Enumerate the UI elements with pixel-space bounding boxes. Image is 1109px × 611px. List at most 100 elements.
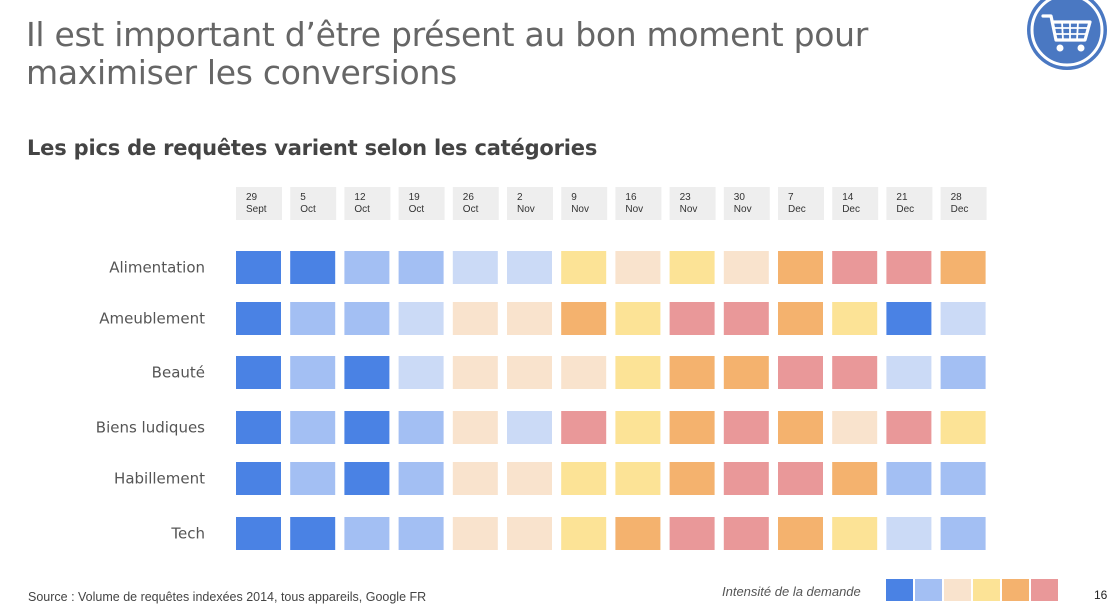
heatmap-cell xyxy=(940,411,986,444)
row-label: Beauté xyxy=(152,364,205,382)
heatmap-cell xyxy=(452,302,498,335)
row-label: Habillement xyxy=(114,470,205,488)
column-header-label: 26 xyxy=(463,192,475,203)
heatmap-cell xyxy=(290,356,336,389)
chart-title: Les pics de requêtes varient selon les c… xyxy=(27,136,598,160)
heatmap-cell xyxy=(832,302,878,335)
heatmap-cell xyxy=(832,411,878,444)
column-header-label: Oct xyxy=(300,204,316,215)
column-header-label: 29 xyxy=(246,192,258,203)
heatmap-cell xyxy=(778,302,823,335)
heatmap-cell xyxy=(669,411,715,444)
heatmap-cell xyxy=(832,251,878,284)
column-header-label: Nov xyxy=(517,204,535,215)
heatmap-cell xyxy=(344,356,390,389)
heatmap-cell xyxy=(778,462,823,495)
heatmap-cell xyxy=(561,411,607,444)
heatmap-cell xyxy=(344,517,390,550)
heatmap-cell xyxy=(886,356,932,389)
column-header-label: 9 xyxy=(571,192,577,203)
column-header-bg xyxy=(723,187,770,220)
heatmap-cell xyxy=(398,302,444,335)
column-header-label: Nov xyxy=(625,204,643,215)
slide-title: Il est important d’être présent au bon m… xyxy=(26,15,869,92)
column-header-label: 19 xyxy=(409,192,421,203)
column-header-label: 30 xyxy=(734,192,746,203)
heatmap-cell xyxy=(669,517,715,550)
heatmap-cell xyxy=(507,411,552,444)
shopping-cart-icon xyxy=(1027,0,1107,70)
heatmap-cell xyxy=(561,517,607,550)
heatmap-cell xyxy=(778,411,823,444)
row-label: Alimentation xyxy=(109,259,205,277)
heatmap-cell xyxy=(290,462,336,495)
legend xyxy=(886,579,1058,601)
column-header-label: Dec xyxy=(951,204,969,215)
legend-swatch xyxy=(973,579,1000,601)
heatmap-cell xyxy=(886,411,932,444)
heatmap-cell xyxy=(940,356,986,389)
heatmap-cell xyxy=(236,411,281,444)
heatmap-cell xyxy=(344,251,390,284)
column-header-label: 28 xyxy=(951,192,963,203)
column-header-label: Dec xyxy=(842,204,860,215)
source-note: Source : Volume de requêtes indexées 201… xyxy=(28,590,427,604)
heatmap-cell xyxy=(452,356,498,389)
heatmap-cell xyxy=(398,462,444,495)
row-label: Biens ludiques xyxy=(96,419,205,437)
heatmap-cell xyxy=(561,251,607,284)
heatmap-cell xyxy=(290,411,336,444)
heatmap-cell xyxy=(669,356,715,389)
heatmap-cell xyxy=(615,356,661,389)
row-label: Tech xyxy=(170,525,205,543)
heatmap-cell xyxy=(669,462,715,495)
heatmap-cell xyxy=(778,251,823,284)
heatmap-cell xyxy=(615,517,661,550)
heatmap-cell xyxy=(886,517,932,550)
column-header-label: Oct xyxy=(354,204,370,215)
heatmap-cell xyxy=(778,517,823,550)
heatmap-cell xyxy=(398,517,444,550)
column-header-label: 23 xyxy=(680,192,692,203)
heatmap-cell xyxy=(940,251,986,284)
heatmap-cell xyxy=(669,302,715,335)
heatmap-cell xyxy=(452,517,498,550)
column-header-label: 5 xyxy=(300,192,306,203)
heatmap-cell xyxy=(236,302,281,335)
heatmap-cell xyxy=(723,356,769,389)
column-header-label: 14 xyxy=(842,192,854,203)
page-number: 16 xyxy=(1094,588,1108,602)
heatmap-cell xyxy=(452,251,498,284)
legend-swatch xyxy=(915,579,942,601)
column-header-label: Nov xyxy=(734,204,752,215)
heatmap-cell xyxy=(561,462,607,495)
column-header-bg xyxy=(290,187,337,220)
legend-swatch xyxy=(1002,579,1029,601)
column-header-bg xyxy=(886,187,933,220)
heatmap-cell xyxy=(615,302,661,335)
column-header-label: 21 xyxy=(896,192,908,203)
legend-swatch xyxy=(886,579,913,601)
heatmap-cell xyxy=(398,411,444,444)
column-header-bg xyxy=(561,187,608,220)
column-header-bg xyxy=(940,187,987,220)
column-header-bg xyxy=(452,187,499,220)
legend-label: Intensité de la demande xyxy=(722,584,861,599)
column-header-bg xyxy=(344,187,391,220)
heatmap-cell xyxy=(723,517,769,550)
heatmap-cell xyxy=(344,462,390,495)
heatmap-cell xyxy=(561,356,607,389)
heatmap-cell xyxy=(723,462,769,495)
heatmap-cell xyxy=(452,411,498,444)
column-header-label: Dec xyxy=(788,204,806,215)
heatmap-cell xyxy=(507,356,552,389)
heatmap-cell xyxy=(886,302,932,335)
heatmap-cell xyxy=(615,411,661,444)
heatmap-cell xyxy=(940,462,986,495)
column-header-label: Oct xyxy=(463,204,479,215)
column-header-bg xyxy=(778,187,824,220)
heatmap-cell xyxy=(344,302,390,335)
column-header-label: Oct xyxy=(409,204,425,215)
column-header-label: 12 xyxy=(354,192,366,203)
